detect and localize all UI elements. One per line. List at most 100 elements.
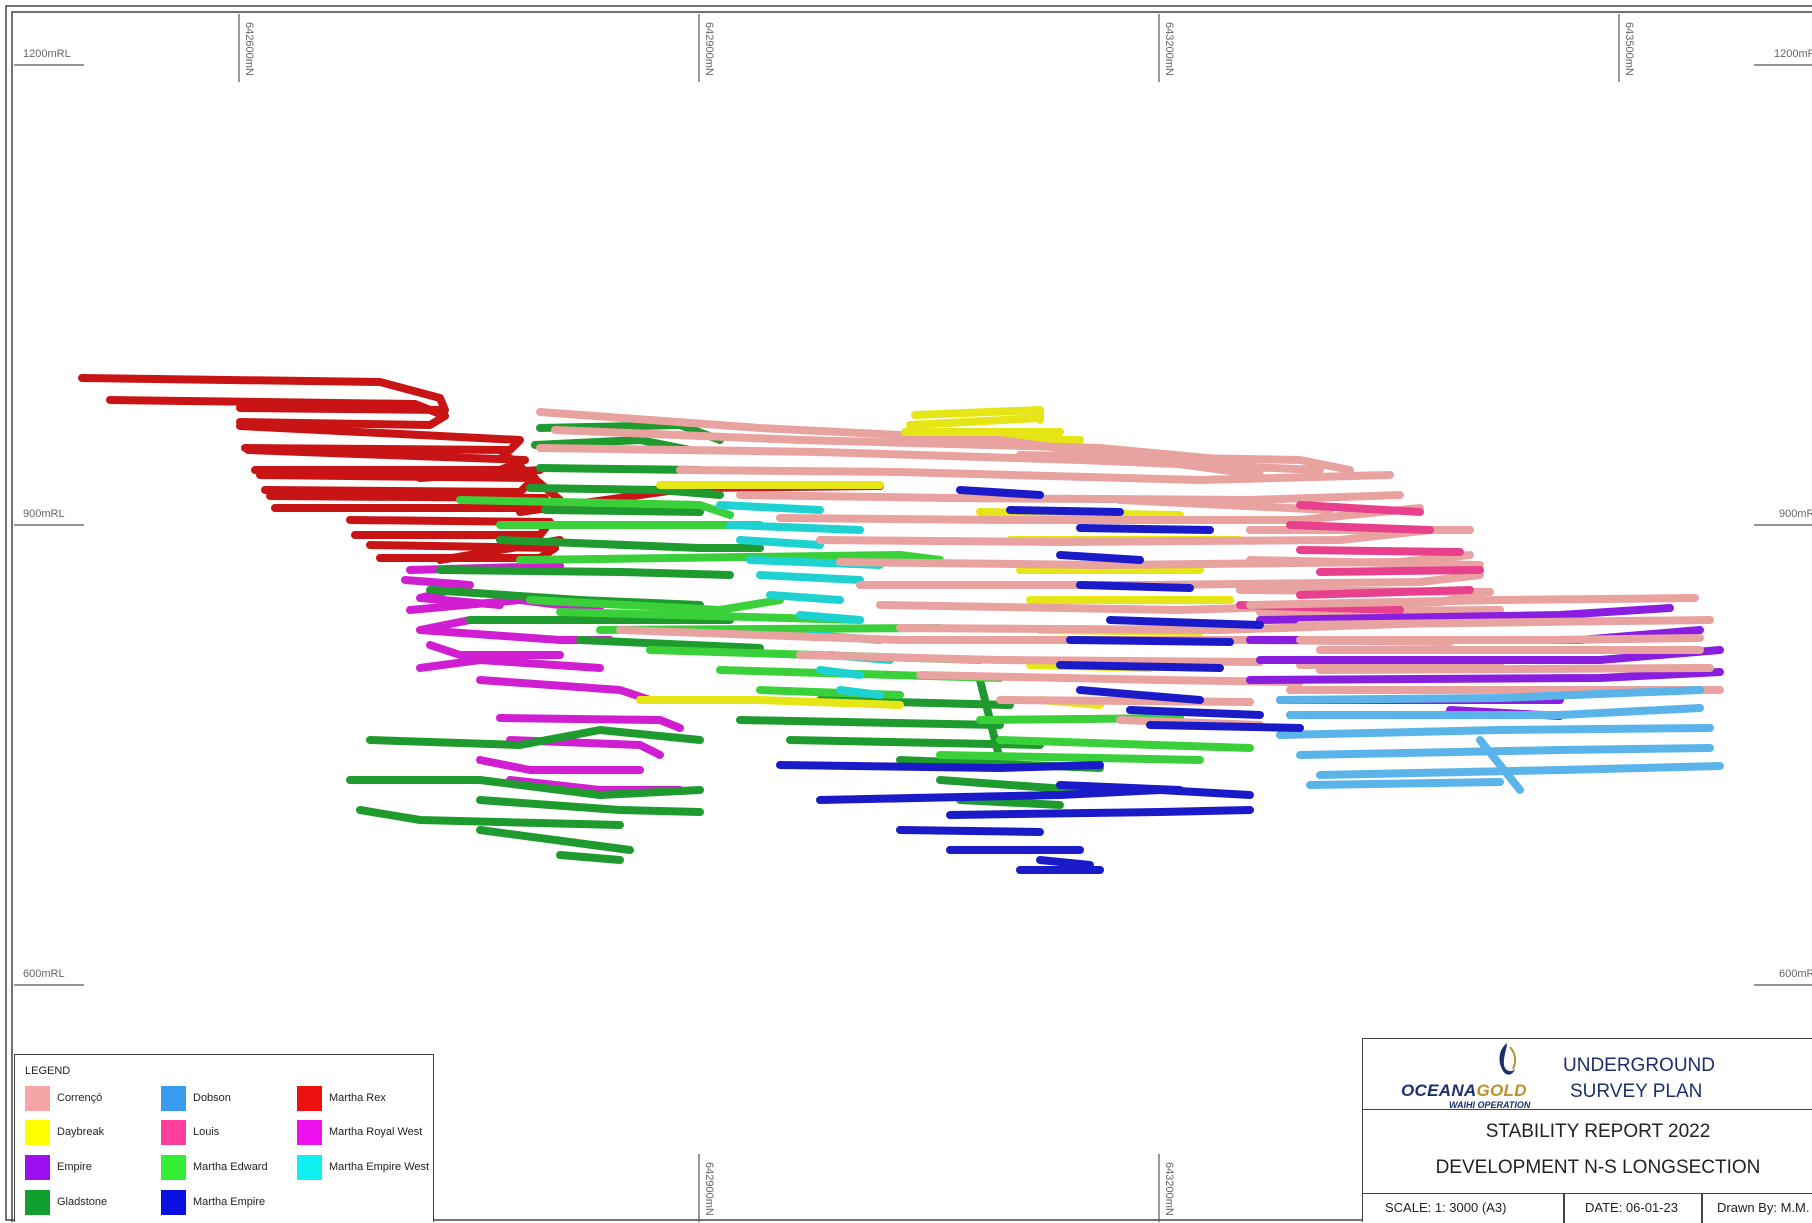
legend-item-dobson: Dobson: [161, 1085, 231, 1111]
drive-martha-empire-west: [796, 611, 864, 624]
drive-martha-empire: [1076, 581, 1194, 592]
legend-label: Martha Royal West: [329, 1126, 423, 1138]
drive-gladstone: [536, 464, 704, 474]
section-title: DEVELOPMENT N-S LONGSECTION: [1435, 1157, 1761, 1178]
drive-martha-empire: [1076, 686, 1204, 704]
title-block-titles: STABILITY REPORT 2022 DEVELOPMENT N-S LO…: [1363, 1109, 1812, 1194]
legend-swatch: [161, 1085, 186, 1111]
legend-title: LEGEND: [25, 1065, 71, 1077]
drive-correnso: [536, 444, 1324, 474]
legend-label: Martha Rex: [329, 1092, 386, 1104]
legend-swatch: [25, 1189, 50, 1215]
drive-martha-empire: [1126, 706, 1264, 719]
legend-label: Martha Empire West: [329, 1161, 430, 1173]
drive-dobson: [1276, 724, 1714, 739]
drive-correnso: [1296, 616, 1714, 629]
legend-item-daybreak: Daybreak: [25, 1119, 104, 1145]
drive-correnso: [1316, 664, 1714, 674]
title-block-header: OCEANAGOLD WAIHI OPERATION UNDERGROUND S…: [1363, 1039, 1812, 1110]
plan-type-line2: SURVEY PLAN: [1570, 1081, 1703, 1102]
drive-martha-empire: [946, 806, 1254, 819]
title-block-footer: SCALE: 1: 3000 (A3) DATE: 06-01-23 Drawn…: [1363, 1193, 1812, 1223]
drive-dobson: [1316, 762, 1724, 779]
drive-gladstone: [436, 566, 734, 579]
northing-label: 642900mN: [703, 1162, 715, 1216]
drive-empire: [1256, 604, 1674, 624]
drive-martha-royal-west: [476, 756, 644, 774]
development-drives: [78, 374, 1724, 874]
date-field: DATE: 06-01-23: [1585, 1200, 1678, 1215]
drive-dobson: [1476, 736, 1524, 794]
northing-label: 642600mN: [243, 22, 255, 76]
drive-correnso: [856, 571, 1484, 589]
drive-martha-empire: [1106, 616, 1264, 629]
northing-label: 643500mN: [1623, 22, 1635, 76]
report-title: STABILITY REPORT 2022: [1485, 1121, 1711, 1142]
footer-divider: [1701, 1193, 1703, 1223]
northing-ticks-bottom: 642900mN 643200mN: [698, 1154, 1175, 1222]
legend-label: Corrençó: [57, 1092, 103, 1104]
drive-correnso: [1016, 451, 1354, 474]
drive-correnso: [736, 491, 1404, 504]
drive-louis: [1296, 501, 1424, 516]
drive-martha-empire-west: [756, 571, 864, 584]
legend-label: Dobson: [193, 1092, 231, 1104]
drive-correnso: [816, 526, 1434, 546]
elevation-label: 1200mRL: [1774, 48, 1812, 60]
company-logo: OCEANAGOLD WAIHI OPERATION: [1401, 1039, 1546, 1110]
elevation-label: 600mRL: [23, 968, 65, 980]
drive-martha-edward: [516, 551, 944, 564]
drive-martha-empire: [1056, 781, 1184, 794]
legend-swatch: [25, 1085, 50, 1111]
elevation-label: 1200mRL: [23, 48, 71, 60]
drive-martha-empire-west: [766, 591, 844, 604]
drive-martha-empire: [1056, 551, 1144, 564]
drive-daybreak: [906, 414, 1044, 429]
drive-correnso: [1296, 634, 1704, 644]
inner-frame: [11, 11, 1812, 1222]
drive-daybreak: [911, 406, 1044, 424]
drive-martha-edward: [996, 736, 1254, 752]
legend-item-empire: Empire: [25, 1154, 92, 1180]
legend-swatch: [161, 1119, 186, 1145]
legend-label: Louis: [193, 1126, 220, 1138]
drive-martha-empire: [776, 761, 1104, 772]
drive-martha-empire: [1066, 636, 1234, 646]
legend-item-gladstone: Gladstone: [25, 1189, 107, 1215]
drawn-by-field: Drawn By: M.M.: [1717, 1200, 1810, 1215]
drive-martha-empire: [1056, 661, 1224, 672]
drive-correnso: [796, 651, 1264, 666]
drive-martha-edward: [456, 496, 734, 519]
drive-correnso: [1246, 556, 1484, 569]
legend-label: Daybreak: [57, 1126, 105, 1138]
elevation-label: 900mRL: [23, 508, 65, 520]
logo-subtitle: WAIHI OPERATION: [1449, 1100, 1531, 1110]
elevation-label: 900mRL: [1779, 508, 1812, 520]
legend-swatch: [25, 1154, 50, 1180]
legend-swatch: [161, 1189, 186, 1215]
drive-martha-rex: [236, 422, 524, 454]
legend-item-louis: Louis: [161, 1119, 219, 1145]
drive-martha-royal-west: [496, 714, 684, 732]
logo-wordmark: OCEANAGOLD: [1401, 1081, 1527, 1101]
drive-gladstone: [476, 796, 704, 816]
legend-label: Martha Empire: [193, 1196, 266, 1208]
drive-martha-empire: [896, 826, 1044, 836]
drive-louis: [1286, 521, 1434, 534]
legend-swatch: [161, 1154, 186, 1180]
elevation-ticks: 1200mRL 900mRL 600mRL 1200mRL 900mRL 600…: [14, 48, 1812, 986]
legend-swatch: [297, 1154, 322, 1180]
drive-martha-royal-west: [416, 656, 604, 672]
drive-martha-empire-west: [726, 521, 864, 534]
drive-gladstone: [496, 536, 764, 552]
drive-martha-empire: [1076, 524, 1214, 534]
drive-martha-empire-west: [816, 666, 864, 679]
drive-gladstone: [356, 806, 624, 829]
drive-martha-rex: [106, 396, 449, 429]
drive-gladstone: [541, 506, 704, 516]
legend-item-martha-royal-west: Martha Royal West: [297, 1119, 422, 1145]
footer-divider: [1563, 1193, 1565, 1223]
drive-correnso: [776, 504, 1424, 524]
logo-wordmark-main: OCEANA: [1401, 1081, 1477, 1100]
